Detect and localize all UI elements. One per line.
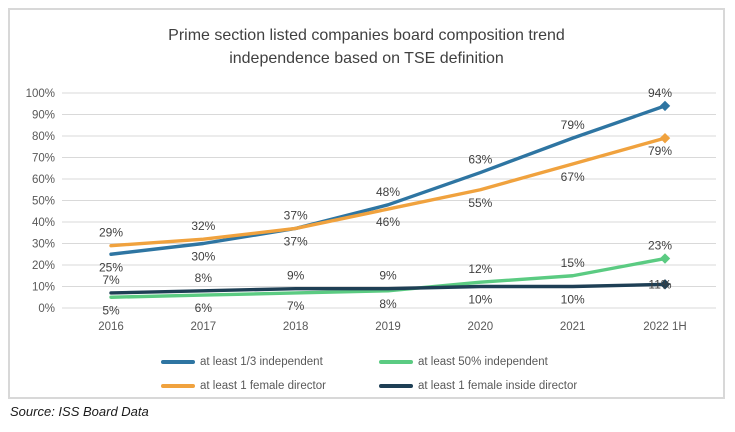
data-label: 32% (191, 219, 215, 233)
legend-swatch-orange (161, 384, 195, 388)
x-tick-label: 2016 (98, 321, 124, 333)
y-tick-label: 10% (32, 282, 55, 294)
end-marker (659, 279, 671, 290)
data-label: 10% (561, 293, 585, 307)
end-marker (659, 132, 671, 144)
series-line-0 (109, 104, 667, 256)
data-label: 6% (195, 301, 213, 315)
legend-swatch-blue (161, 360, 195, 364)
y-tick-label: 70% (32, 153, 55, 165)
data-label: 23% (648, 239, 672, 253)
data-label: 63% (468, 153, 492, 167)
data-label: 94% (648, 86, 672, 100)
data-label: 7% (287, 299, 305, 313)
end-marker (659, 100, 671, 112)
legend-item-one-female-inside-director: at least 1 female inside director (379, 379, 577, 393)
legend-label: at least 1 female inside director (418, 380, 578, 392)
x-tick-label: 2020 (468, 321, 494, 333)
x-tick-label: 2019 (375, 321, 401, 333)
y-tick-label: 0% (38, 303, 55, 315)
data-label: 79% (648, 144, 672, 158)
data-label: 12% (468, 262, 492, 276)
legend-item-one-third-independent: at least 1/3 independent (161, 355, 323, 369)
series-line-3 (109, 282, 667, 295)
y-tick-label: 20% (32, 260, 55, 272)
y-tick-label: 30% (32, 239, 55, 251)
x-tick-label: 2017 (191, 321, 217, 333)
legend-swatch-navy (379, 384, 413, 388)
y-tick-label: 60% (32, 174, 55, 186)
data-label: 55% (468, 196, 492, 210)
data-label: 5% (102, 303, 120, 317)
chart-card: Prime section listed companies board com… (8, 8, 725, 399)
y-tick-label: 40% (32, 217, 55, 229)
chart-title: Prime section listed companies board com… (10, 24, 723, 70)
data-label: 9% (379, 269, 397, 283)
y-tick-label: 100% (26, 88, 55, 100)
legend-swatch-green (379, 360, 413, 364)
data-label: 67% (561, 170, 585, 184)
y-tick-label: 80% (32, 131, 55, 143)
data-label: 30% (191, 250, 215, 264)
x-tick-label: 2021 (560, 321, 586, 333)
data-label: 8% (195, 271, 213, 285)
y-tick-label: 50% (32, 196, 55, 208)
series-line-1 (109, 136, 667, 248)
series-line-2 (109, 256, 667, 299)
legend-label: at least 1/3 independent (200, 356, 323, 368)
data-label: 48% (376, 185, 400, 199)
chart-title-line1: Prime section listed companies board com… (168, 27, 565, 44)
data-label: 11% (648, 277, 671, 291)
data-label: 29% (99, 226, 123, 240)
source-note: Source: ISS Board Data (10, 404, 149, 419)
x-tick-label: 2022 1H (643, 321, 686, 333)
x-tick-label: 2018 (283, 321, 309, 333)
y-tick-label: 90% (32, 110, 55, 122)
chart-title-line2: independence based on TSE definition (229, 50, 504, 68)
line-chart: 0% 10% 20% 30% 40% 50% 60% 70% 80% 90% 100% 2016 201… (26, 86, 716, 333)
data-label: 25% (99, 260, 123, 274)
end-marker (659, 253, 671, 264)
legend-label: at least 1 female director (200, 380, 326, 392)
data-label: 79% (561, 118, 585, 132)
data-label: 10% (468, 293, 492, 307)
data-label: 8% (379, 297, 397, 311)
legend-item-fifty-pct-independent: at least 50% independent (379, 355, 548, 369)
data-label: 37% (284, 234, 308, 248)
data-label: 15% (561, 256, 585, 270)
data-label: 9% (287, 269, 305, 283)
legend-label: at least 50% independent (418, 356, 548, 368)
data-label: 46% (376, 215, 400, 229)
data-label: 37% (284, 208, 308, 222)
data-label: 7% (102, 273, 120, 287)
legend-item-one-female-director: at least 1 female director (161, 379, 326, 393)
